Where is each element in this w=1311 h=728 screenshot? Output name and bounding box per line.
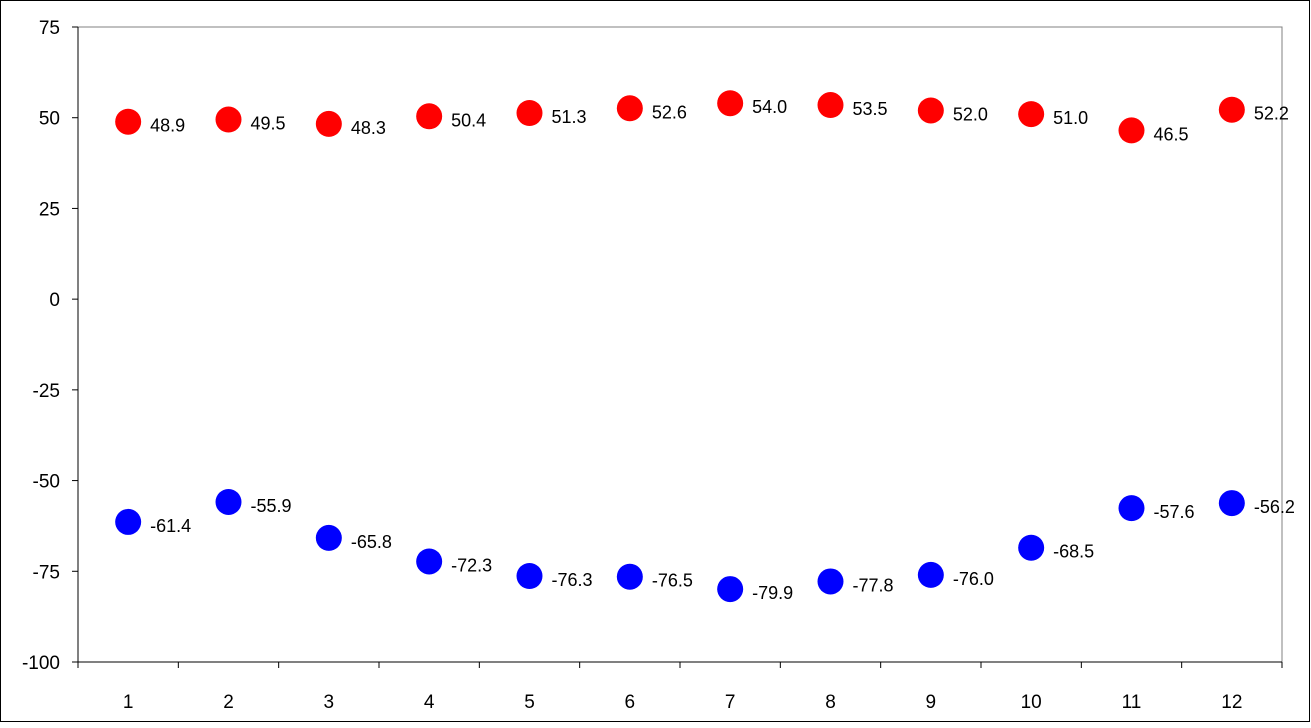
data-label: 51.3 <box>552 107 587 127</box>
data-point <box>1118 495 1145 522</box>
y-tick-label: 50 <box>39 109 60 130</box>
data-label: -79.9 <box>752 583 793 603</box>
data-point <box>215 106 242 133</box>
y-tick-label: 0 <box>49 290 60 311</box>
data-label: -65.8 <box>351 532 392 552</box>
x-tick-label: 3 <box>324 692 335 713</box>
x-tick-label: 7 <box>725 692 736 713</box>
x-tick-label: 5 <box>524 692 535 713</box>
data-label: 51.0 <box>1053 108 1088 128</box>
data-label: -72.3 <box>451 555 492 575</box>
data-point <box>516 563 543 590</box>
x-tick-label: 9 <box>926 692 937 713</box>
data-point <box>1018 101 1045 128</box>
y-tick-label: -100 <box>22 653 60 674</box>
data-point <box>115 108 142 135</box>
data-point <box>917 561 944 588</box>
data-label: 54.0 <box>752 97 787 117</box>
data-point <box>817 568 844 595</box>
data-label: 52.0 <box>953 104 988 124</box>
data-label: 52.6 <box>652 102 687 122</box>
data-point <box>917 97 944 124</box>
x-tick-label: 12 <box>1221 692 1242 713</box>
data-label: -68.5 <box>1053 542 1094 562</box>
y-tick-label: 75 <box>39 18 60 39</box>
data-point <box>115 508 142 535</box>
x-tick-label: 4 <box>424 692 435 713</box>
data-label: -77.8 <box>853 575 894 595</box>
data-label: 48.3 <box>351 118 386 138</box>
data-point <box>1118 117 1145 144</box>
y-tick-label: -75 <box>33 562 60 583</box>
data-point <box>516 99 543 126</box>
data-point <box>1018 534 1045 561</box>
data-point <box>315 524 342 551</box>
x-axis: 1 2 3 4 5 6 7 8 9 10 11 12 <box>77 661 1283 713</box>
data-label: 46.5 <box>1154 124 1189 144</box>
series-2: -61.4 -55.9 -65.8 -72.3 -76.3 -76.5 -79.9 -77.8… <box>115 488 1295 603</box>
x-tick-label: 10 <box>1021 692 1042 713</box>
x-tick-label: 8 <box>825 692 836 713</box>
data-point <box>717 90 744 117</box>
series-1: 48.9 49.5 48.3 50.4 51.3 52.6 54.0 53.5 52.0 51.0… <box>115 90 1289 144</box>
y-tick-label: 25 <box>39 199 60 220</box>
data-point <box>416 103 443 130</box>
data-point <box>215 488 242 515</box>
data-point <box>717 576 744 603</box>
data-label: -76.5 <box>652 571 693 591</box>
data-label: 49.5 <box>251 114 286 134</box>
data-label: -56.2 <box>1254 497 1295 517</box>
x-tick-label: 2 <box>223 692 234 713</box>
x-tick-label: 11 <box>1122 692 1142 713</box>
data-label: -57.6 <box>1154 502 1195 522</box>
y-tick-label: -25 <box>33 381 60 402</box>
series-layer: 48.9 49.5 48.3 50.4 51.3 52.6 54.0 53.5 52.0 51.0… <box>115 90 1295 603</box>
data-label: -61.4 <box>150 516 191 536</box>
data-point <box>1218 96 1245 123</box>
data-label: 50.4 <box>451 110 486 130</box>
data-point <box>616 563 643 590</box>
data-label: 48.9 <box>150 116 185 136</box>
data-point <box>1218 490 1245 517</box>
data-point <box>616 95 643 122</box>
data-label: -55.9 <box>251 496 292 516</box>
data-label: -76.0 <box>953 569 994 589</box>
data-point <box>315 110 342 137</box>
data-label: 53.5 <box>853 99 888 119</box>
y-tick-label: -50 <box>33 472 60 493</box>
x-tick-label: 6 <box>625 692 636 713</box>
y-axis: 75 50 25 0 -25 -50 -75 -100 <box>22 18 79 674</box>
data-label: 52.2 <box>1254 104 1289 124</box>
data-point <box>416 548 443 575</box>
x-tick-label: 1 <box>123 692 134 713</box>
data-point <box>817 92 844 119</box>
data-label: -76.3 <box>552 570 593 590</box>
